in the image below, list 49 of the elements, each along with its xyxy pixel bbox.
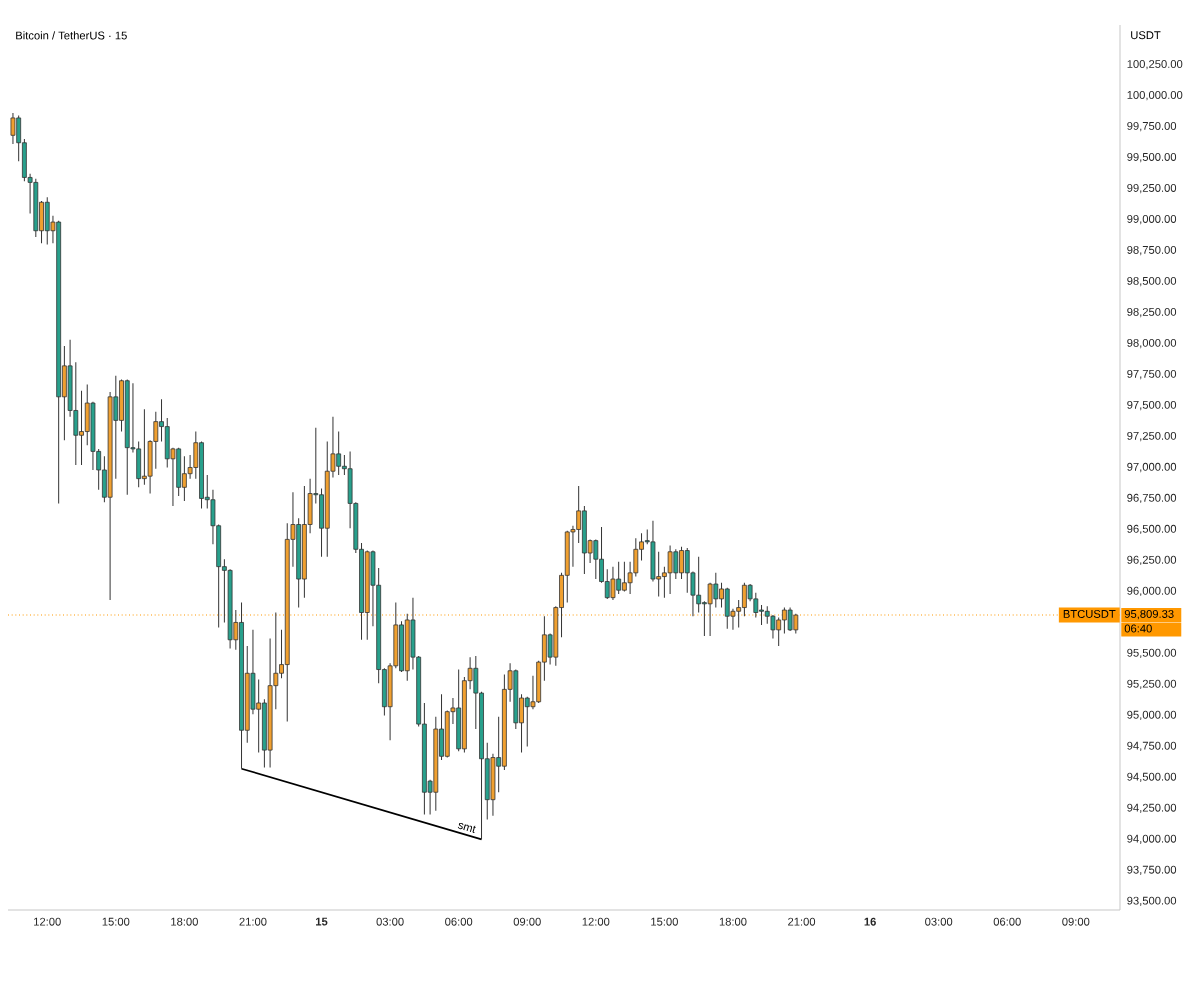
- x-tick-label: 03:00: [376, 917, 404, 926]
- y-tick-label: 98,750.00: [1127, 245, 1177, 256]
- y-tick-label: 96,500.00: [1127, 524, 1177, 535]
- y-tick-label: 97,250.00: [1127, 431, 1177, 442]
- y-tick-label: 97,750.00: [1127, 369, 1177, 380]
- x-tick-label: 06:00: [445, 917, 473, 926]
- y-tick-label: 97,500.00: [1127, 400, 1177, 411]
- y-tick-label: 94,500.00: [1127, 772, 1177, 783]
- chart-title: Bitcoin / TetherUS · 15: [16, 31, 127, 40]
- ref-line-label: BTCUSDT: [1063, 610, 1116, 618]
- text: smt: [457, 822, 476, 834]
- x-tick-label: 15:00: [102, 917, 130, 926]
- y-tick-label: 94,250.00: [1127, 803, 1177, 813]
- y-tick-label: 99,500.00: [1127, 152, 1177, 163]
- y-tick-label: 93,750.00: [1127, 865, 1177, 875]
- x-tick-label: 21:00: [788, 917, 816, 926]
- y-tick-label: 99,000.00: [1127, 214, 1177, 225]
- y-tick-label: 94,000.00: [1127, 834, 1177, 844]
- x-tick-label: 12:00: [34, 917, 61, 926]
- y-tick-label: 98,000.00: [1127, 338, 1177, 349]
- y-tick-label: 97,000.00: [1127, 462, 1177, 473]
- y-tick-label: 96,750.00: [1127, 493, 1177, 504]
- y-tick-label: 99,250.00: [1127, 183, 1177, 194]
- x-tick-label: 12:00: [582, 917, 610, 926]
- x-tick-label: 21:00: [239, 917, 267, 926]
- x-tick-label: 06:00: [993, 917, 1021, 926]
- y-tick-label: 96,000.00: [1127, 586, 1177, 597]
- y-axis-title: USDT: [1131, 31, 1161, 40]
- y-tick-label: 98,500.00: [1127, 276, 1177, 287]
- x-tick-label: 09:00: [1062, 917, 1090, 926]
- y-tick-label: 100,250.00: [1127, 60, 1183, 70]
- y-tick-label: 96,250.00: [1127, 555, 1177, 566]
- x-tick-label: 16: [864, 917, 876, 926]
- y-tick-label: 95,500.00: [1127, 648, 1177, 659]
- text: 06:40: [1124, 624, 1152, 633]
- x-tick-label: 03:00: [925, 917, 953, 926]
- x-tick-label: 15:00: [651, 917, 678, 926]
- y-tick-label: 93,500.00: [1127, 896, 1177, 906]
- y-tick-label: 98,250.00: [1127, 307, 1177, 318]
- y-tick-label: 95,000.00: [1127, 710, 1177, 721]
- x-tick-label: 09:00: [513, 917, 541, 926]
- y-tick-label: 99,750.00: [1127, 122, 1177, 132]
- y-tick-label: 100,000.00: [1127, 91, 1183, 101]
- x-tick-label: 15: [316, 917, 328, 926]
- text: 95,809.33: [1124, 610, 1174, 620]
- y-tick-label: 94,750.00: [1127, 741, 1177, 752]
- x-tick-label: 18:00: [171, 917, 198, 926]
- y-tick-label: 95,250.00: [1127, 679, 1177, 690]
- x-tick-label: 18:00: [719, 917, 747, 926]
